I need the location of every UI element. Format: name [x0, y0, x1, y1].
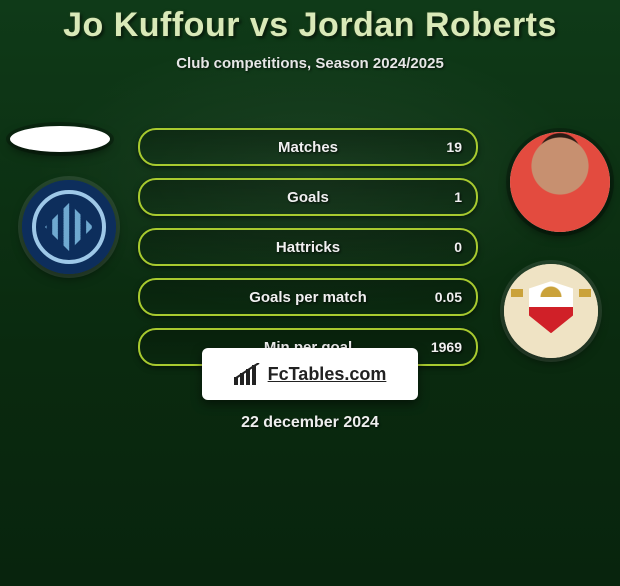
stat-label: Hattricks — [140, 230, 476, 264]
stat-right-value: 19 — [446, 130, 462, 164]
stat-row-matches: Matches 19 — [138, 128, 478, 166]
site-name: FcTables.com — [268, 364, 387, 385]
site-badge[interactable]: FcTables.com — [202, 348, 418, 400]
stat-label: Goals per match — [140, 280, 476, 314]
player-right-avatar — [510, 132, 610, 232]
page-subtitle: Club competitions, Season 2024/2025 — [0, 55, 620, 72]
stat-right-value: 1 — [454, 180, 462, 214]
comparison-stage: Matches 19 Goals 1 Hattricks 0 Goals per… — [0, 118, 620, 378]
stat-row-goals-per-match: Goals per match 0.05 — [138, 278, 478, 316]
stat-row-hattricks: Hattricks 0 — [138, 228, 478, 266]
club-left-badge — [22, 180, 116, 274]
stat-label: Matches — [140, 130, 476, 164]
page-title: Jo Kuffour vs Jordan Roberts — [0, 6, 620, 45]
stat-right-value: 0.05 — [435, 280, 462, 314]
barchart-icon — [234, 363, 262, 385]
stat-right-value: 0 — [454, 230, 462, 264]
stat-rows: Matches 19 Goals 1 Hattricks 0 Goals per… — [138, 128, 478, 366]
page-date: 22 december 2024 — [0, 414, 620, 432]
stat-row-goals: Goals 1 — [138, 178, 478, 216]
club-right-badge — [504, 264, 598, 358]
stat-right-value: 1969 — [431, 330, 462, 364]
player-face-placeholder — [510, 132, 610, 232]
stat-label: Goals — [140, 180, 476, 214]
player-left-avatar — [10, 126, 110, 152]
